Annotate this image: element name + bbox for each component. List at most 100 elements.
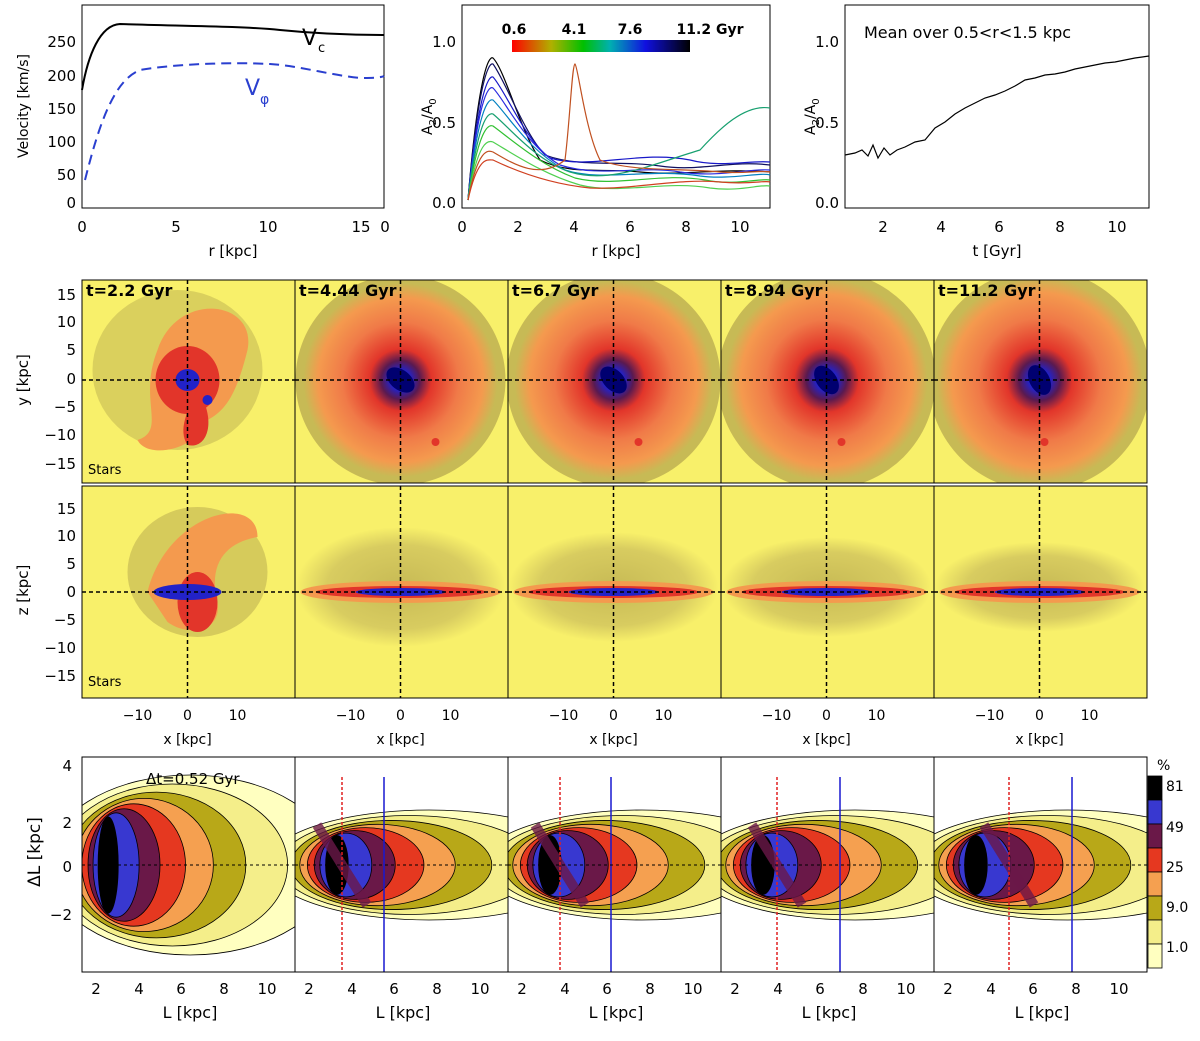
map-xtick: −10	[336, 708, 366, 724]
velocity-ytick: 50	[57, 166, 76, 184]
bar-profile-xtick: 2	[513, 218, 523, 236]
ylabel-sub: 0	[811, 98, 822, 104]
edgeon-yticks: 15 10 5 0 −5 −10 −15	[44, 500, 76, 685]
satellite	[431, 438, 440, 446]
bar-time-xtick: 10	[1107, 218, 1126, 236]
map-ytick: 5	[66, 341, 76, 359]
bar-profile-ylabel: A2/A0	[420, 98, 439, 135]
edgeon-panel	[508, 486, 721, 698]
velocity-xticks: 0 5 10 15 0	[77, 218, 390, 236]
angmom-xtick: 8	[219, 980, 229, 998]
angmom-xtick: 10	[1109, 980, 1128, 998]
angmom-xlabel: L [kpc]	[589, 1003, 644, 1022]
map-xtick: 10	[1081, 708, 1099, 724]
velocity-panel: V c V φ Velocity [km/s] r [kpc] 0 5 10 1…	[16, 4, 390, 260]
colorbar-block	[1147, 775, 1163, 801]
bar-profile-xtick: 0	[457, 218, 467, 236]
time-colorbar-labels: 0.6 4.1 7.6 11.2 Gyr	[502, 22, 744, 38]
angmom-ytick: −2	[50, 906, 72, 924]
angmom-xlabel: L [kpc]	[376, 1003, 431, 1022]
angmom-xlabel: L [kpc]	[163, 1003, 218, 1022]
edgeon-panel	[934, 486, 1147, 698]
colorbar-block	[1147, 847, 1163, 873]
colorbar-label: 0.6	[502, 22, 527, 38]
profile-curve	[467, 107, 771, 201]
angmom-panel	[82, 757, 295, 972]
angmom-ytick: 0	[62, 858, 72, 876]
faceon-panel	[508, 280, 721, 483]
velocity-ytick: 150	[47, 100, 76, 118]
ylabel-part: /A	[803, 104, 819, 119]
velocity-xlabel: r [kpc]	[208, 242, 257, 260]
vphi-label: V	[245, 76, 260, 101]
contour-colorbar: % 81 49 25 9.0 1.0	[1147, 758, 1188, 969]
faceon-panel	[934, 280, 1147, 483]
angmom-xtick: 6	[602, 980, 612, 998]
bar-profile-panel: 0.6 4.1 7.6 11.2 Gyr A2/A0 r [kpc] 0 2 4…	[420, 4, 771, 260]
time-colorbar	[512, 40, 690, 52]
velocity-xtick: 15	[351, 218, 370, 236]
bar-time-curve	[844, 55, 1150, 160]
colorbar-unit: %	[1157, 758, 1170, 774]
map-ytick: −10	[44, 426, 76, 444]
velocity-xtick: 0	[77, 218, 87, 236]
ylabel-sub: 0	[428, 98, 439, 104]
ylabel-part: /A	[420, 104, 436, 119]
map-xlabel: x [kpc]	[589, 732, 637, 748]
bar-profile-ytick: 0.5	[432, 114, 456, 132]
angmom-xtick: 8	[1071, 980, 1081, 998]
bar-time-yticks: 0.0 0.5 1.0	[815, 33, 839, 212]
vphi-label-sub: φ	[260, 92, 269, 108]
velocity-frame	[81, 4, 385, 209]
contour-label: 81	[1166, 779, 1184, 795]
velocity-xtick-end: 0	[380, 218, 390, 236]
profile-curve	[467, 140, 771, 201]
angmom-xtick: 8	[645, 980, 655, 998]
angmom-xtick: 2	[91, 980, 101, 998]
profile-curve	[467, 99, 771, 201]
time-label: t=11.2 Gyr	[938, 281, 1036, 300]
profile-curve	[467, 63, 771, 201]
vc-curve	[81, 22, 385, 91]
map-ytick: −10	[44, 639, 76, 657]
contour-label: 25	[1166, 860, 1184, 876]
map-ytick: −15	[44, 667, 76, 685]
faceon-ylabel: y [kpc]	[14, 354, 32, 406]
colorbar-block	[1147, 895, 1163, 921]
velocity-ytick: 100	[47, 133, 76, 151]
bar-profile-xtick: 4	[569, 218, 579, 236]
bar-time-xtick: 2	[878, 218, 888, 236]
angmom-xtick: 2	[730, 980, 740, 998]
angmom-xtick: 6	[176, 980, 186, 998]
edgeon-ylabel: z [kpc]	[14, 565, 32, 616]
bar-profile-yticks: 0.0 0.5 1.0	[432, 33, 456, 212]
bar-time-ytick: 1.0	[815, 33, 839, 51]
bar-time-xtick: 4	[936, 218, 946, 236]
colorbar-label: 7.6	[618, 22, 643, 38]
stars-label: Stars	[88, 463, 122, 478]
angmom-panel	[721, 757, 934, 972]
time-label: t=8.94 Gyr	[725, 281, 823, 300]
map-xtick: 0	[183, 708, 192, 724]
velocity-ylabel: Velocity [km/s]	[16, 54, 32, 158]
map-xtick: 0	[609, 708, 618, 724]
time-label: t=6.7 Gyr	[512, 281, 599, 300]
colorbar-block	[1147, 919, 1163, 945]
colorbar-label: 11.2 Gyr	[677, 22, 744, 38]
ylabel-part: A	[420, 125, 436, 135]
map-ytick: 5	[66, 555, 76, 573]
angmom-xtick: 2	[304, 980, 314, 998]
vc-label-sub: c	[318, 41, 325, 56]
satellite	[1040, 438, 1049, 446]
angmom-ylabel: ΔL [kpc]	[25, 817, 45, 887]
colorbar-label: 4.1	[562, 22, 587, 38]
map-ytick: −15	[44, 455, 76, 473]
velocity-yticks: 0 50 100 150 200 250	[47, 33, 76, 212]
bar-profile-frame	[461, 4, 771, 209]
satellite	[202, 395, 213, 405]
angmom-xtick: 10	[470, 980, 489, 998]
velocity-ytick: 0	[66, 194, 76, 212]
faceon-yticks: 15 10 5 0 −5 −10 −15	[44, 286, 76, 473]
map-xtick: 10	[229, 708, 247, 724]
faceon-panel	[82, 280, 295, 483]
